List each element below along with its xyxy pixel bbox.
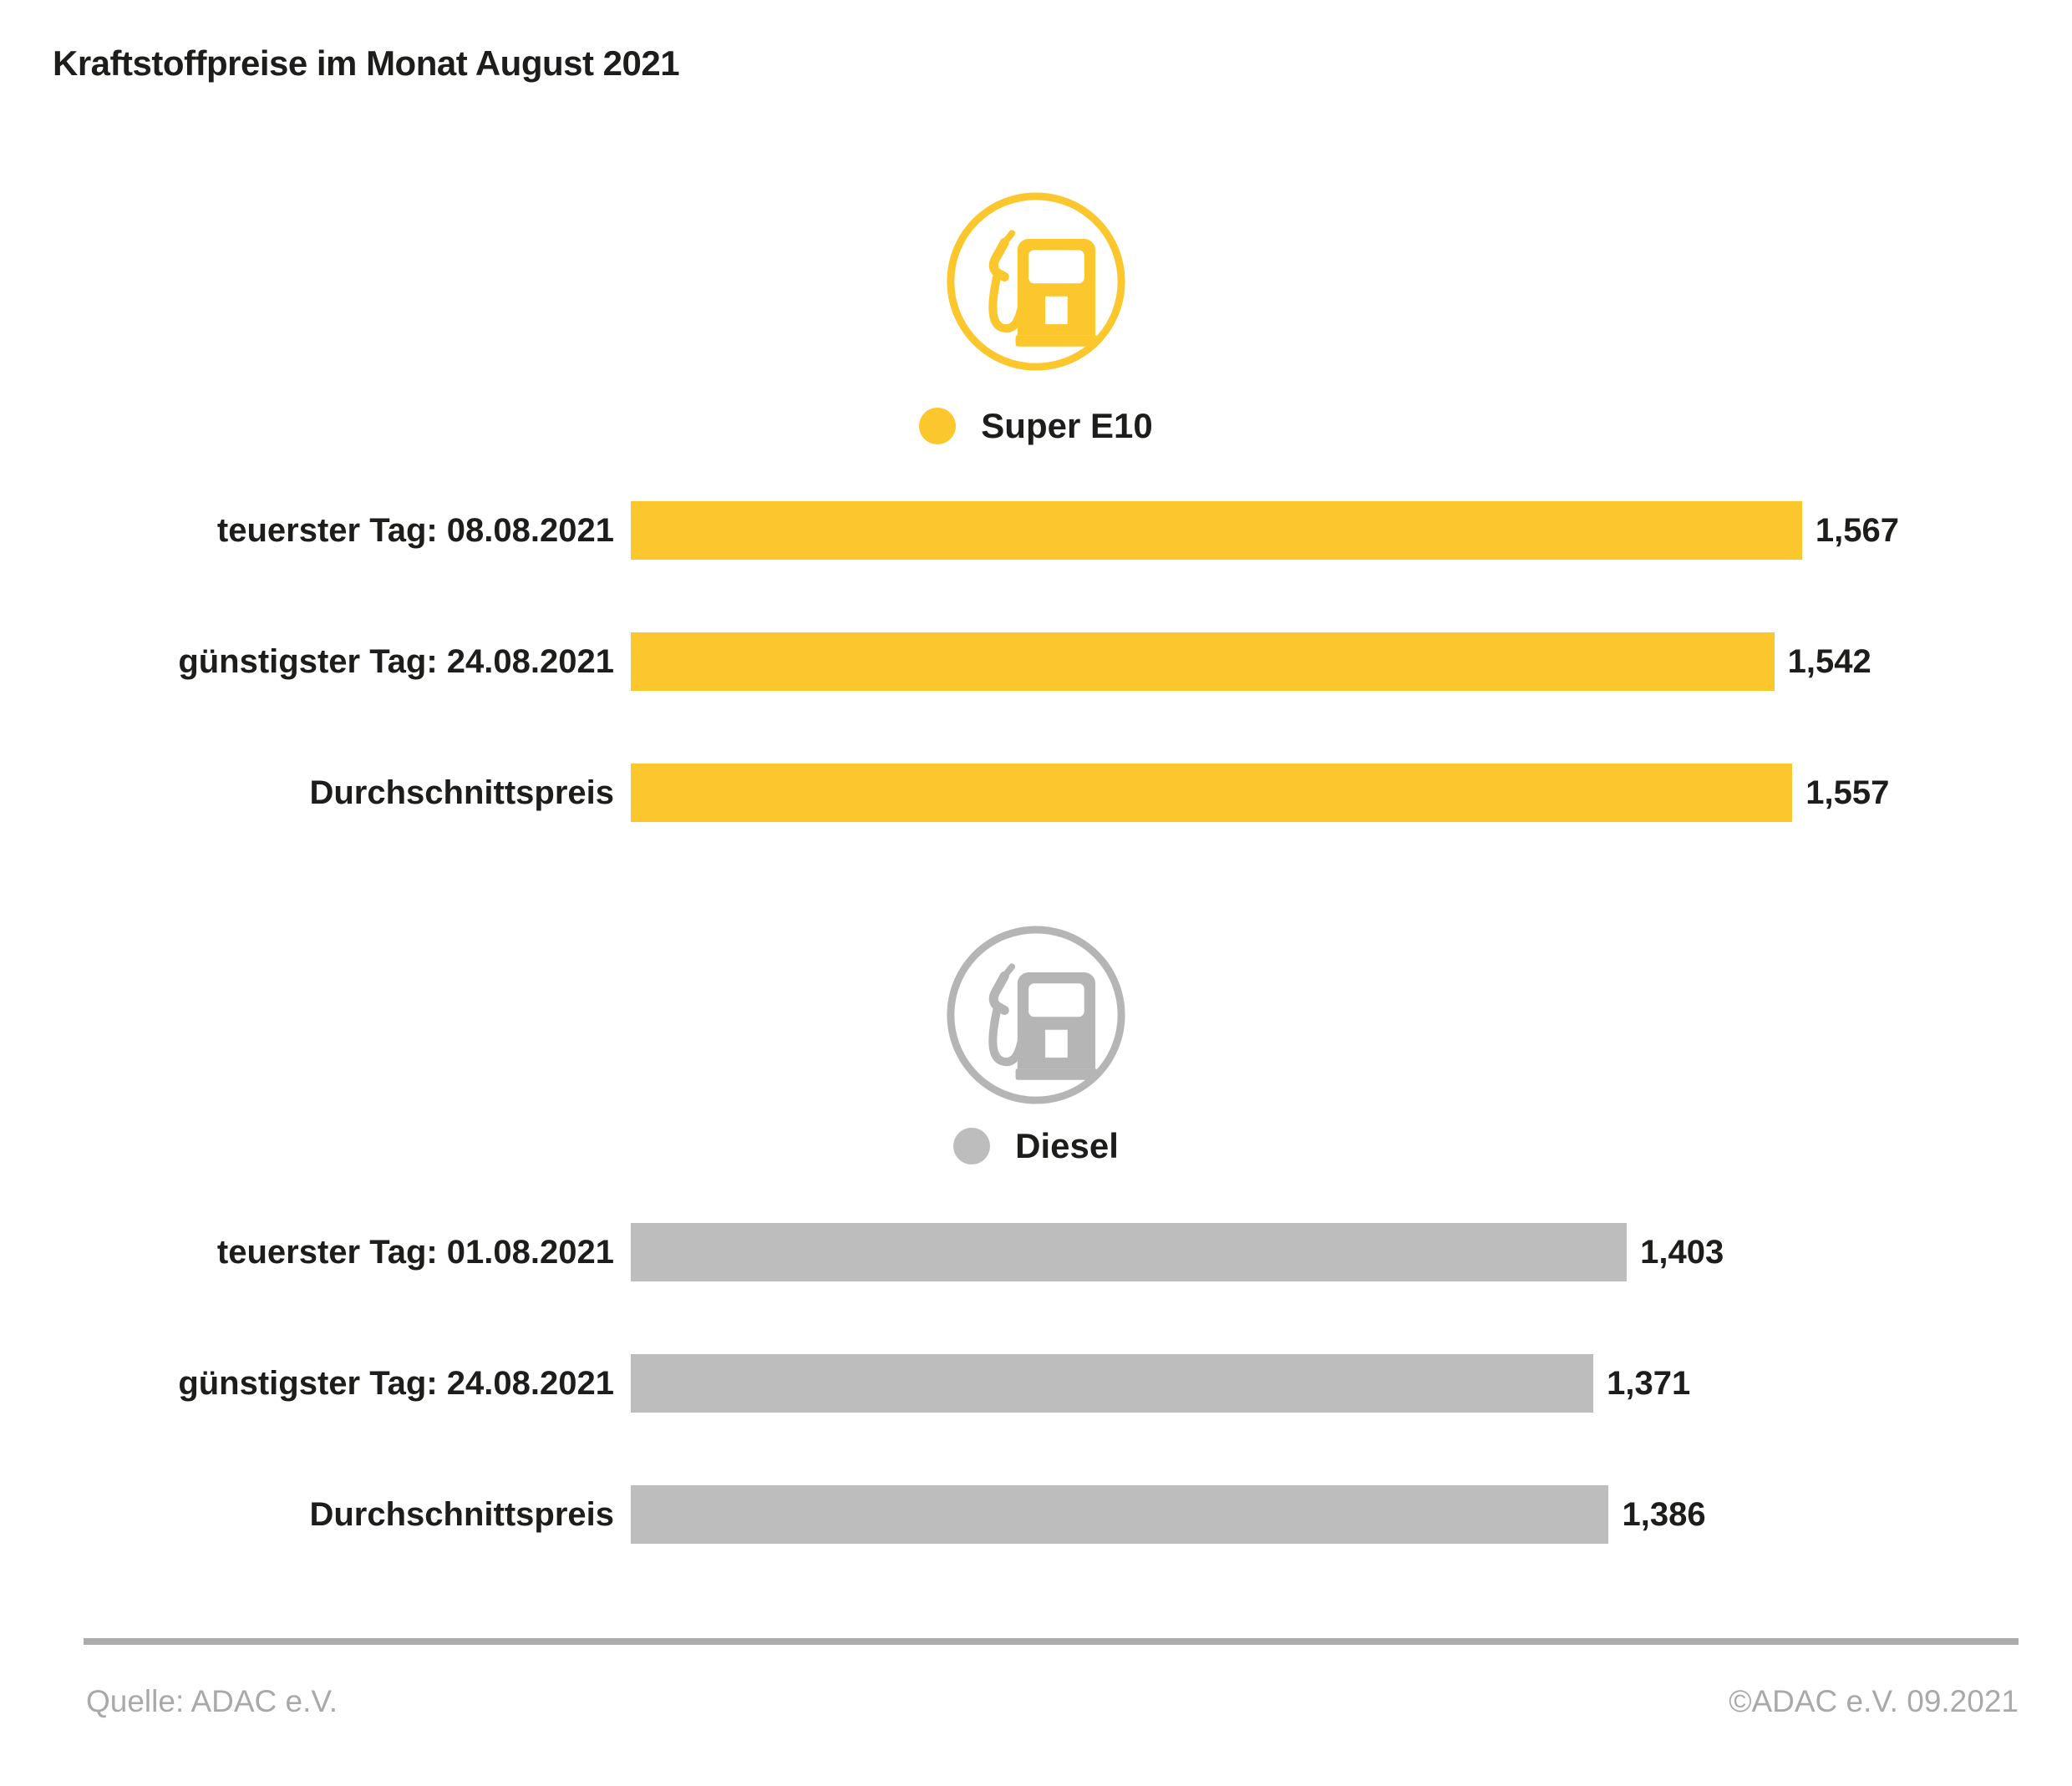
bar-value: 1,371 bbox=[1607, 1364, 1691, 1402]
bar-label: teuerster Tag: 08.08.2021 bbox=[216, 511, 614, 549]
bar-label: Durchschnittspreis bbox=[309, 1495, 614, 1533]
bar-value: 1,386 bbox=[1622, 1495, 1706, 1533]
bar-row: Durchschnittspreis 1,557 bbox=[53, 764, 2022, 822]
bar-diesel-durchschnittspreis bbox=[631, 1485, 1609, 1544]
legend-label-diesel: Diesel bbox=[1015, 1126, 1119, 1165]
diesel-bar-group: teuerster Tag: 01.08.2021 1,403 günstigs… bbox=[53, 1223, 2022, 1616]
bar-diesel-guenstigster-tag bbox=[631, 1354, 1594, 1413]
bar-row: günstigster Tag: 24.08.2021 1,371 bbox=[53, 1354, 2022, 1413]
bar-super-teuerster-tag bbox=[631, 501, 1802, 560]
footer-divider bbox=[84, 1638, 2019, 1645]
bar-row: günstigster Tag: 24.08.2021 1,542 bbox=[53, 632, 2022, 691]
bar-value: 1,557 bbox=[1805, 774, 1890, 811]
bar-label: Durchschnittspreis bbox=[309, 774, 614, 811]
source-credit: Quelle: ADAC e.V. bbox=[86, 1684, 338, 1718]
bar-label: teuerster Tag: 01.08.2021 bbox=[216, 1233, 614, 1271]
diesel-icon-wrap bbox=[0, 922, 2072, 1112]
super-e10-bar-group: teuerster Tag: 08.08.2021 1,567 günstigs… bbox=[53, 501, 2022, 895]
bar-track: 1,403 bbox=[631, 1223, 2022, 1281]
bar-label: günstigster Tag: 24.08.2021 bbox=[178, 642, 614, 680]
bar-row: teuerster Tag: 01.08.2021 1,403 bbox=[53, 1223, 2022, 1281]
bar-diesel-teuerster-tag bbox=[631, 1223, 1628, 1281]
diesel-legend: Diesel bbox=[0, 1126, 2072, 1166]
fuel-pump-icon bbox=[943, 922, 1129, 1112]
bar-value: 1,542 bbox=[1787, 642, 1871, 680]
legend-dot-super-e10 bbox=[919, 408, 957, 444]
bar-track: 1,371 bbox=[631, 1354, 2022, 1413]
bar-label: günstigster Tag: 24.08.2021 bbox=[178, 1364, 614, 1402]
super-e10-icon-wrap bbox=[0, 189, 2072, 378]
bar-row: teuerster Tag: 08.08.2021 1,567 bbox=[53, 501, 2022, 560]
copyright-notice: ©ADAC e.V. 09.2021 bbox=[1729, 1684, 2019, 1718]
legend-dot-diesel bbox=[953, 1128, 991, 1164]
super-e10-legend: Super E10 bbox=[0, 406, 2072, 446]
bar-super-guenstigster-tag bbox=[631, 632, 1775, 691]
legend-label-super-e10: Super E10 bbox=[981, 406, 1153, 445]
bar-track: 1,557 bbox=[631, 764, 2022, 822]
bar-track: 1,567 bbox=[631, 501, 2022, 560]
bar-super-durchschnittspreis bbox=[631, 764, 1793, 822]
fuel-pump-icon bbox=[943, 189, 1129, 378]
bar-value: 1,403 bbox=[1640, 1233, 1724, 1271]
bar-value: 1,567 bbox=[1815, 511, 1900, 549]
bar-track: 1,386 bbox=[631, 1485, 2022, 1544]
bar-row: Durchschnittspreis 1,386 bbox=[53, 1485, 2022, 1544]
page-title: Kraftstoffpreise im Monat August 2021 bbox=[53, 43, 680, 83]
bar-track: 1,542 bbox=[631, 632, 2022, 691]
